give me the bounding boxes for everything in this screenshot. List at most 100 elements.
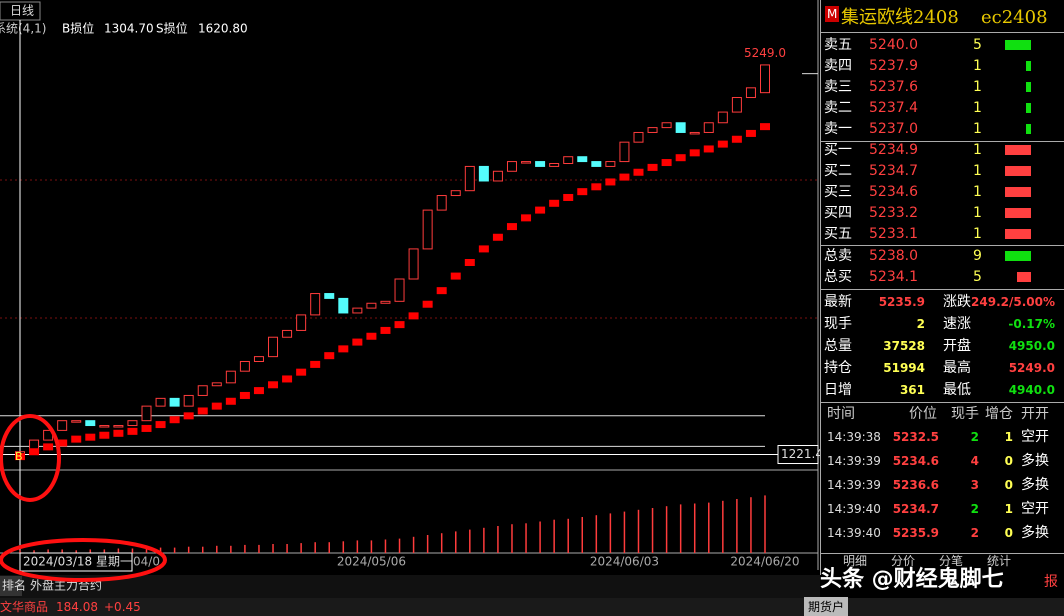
book-label: 卖一 (824, 121, 852, 137)
sar-dot (338, 345, 349, 353)
sar-dot (492, 233, 503, 241)
sar-dot (296, 368, 307, 376)
sar-dot (71, 435, 82, 443)
separator (821, 141, 1064, 142)
trade-time: 14:39:40 (827, 526, 881, 540)
trade-qty: 2 (970, 430, 979, 444)
x-date: 2024/05/06 (337, 555, 406, 569)
trade-price: 5235.9 (892, 526, 939, 540)
stat-label: 最低 (943, 382, 971, 398)
trade-time: 14:39:38 (827, 430, 881, 444)
stat-value: 249.2/5.00% (971, 295, 1055, 309)
sar-dot (563, 193, 574, 201)
sar-dot (155, 421, 166, 429)
book-qty: 1 (973, 58, 982, 74)
sar-dot (197, 407, 208, 415)
candle-body (43, 429, 54, 441)
candle-body (324, 293, 335, 299)
candle-body (478, 165, 489, 182)
candle-body (745, 87, 756, 99)
sar-dot (605, 178, 616, 186)
book-bar (1016, 272, 1031, 282)
stat-label: 最新 (824, 294, 852, 310)
book-label: 总卖 (824, 248, 852, 264)
candle-body (71, 420, 82, 423)
book-qty: 1 (973, 79, 982, 95)
tab-label[interactable]: 排名 (2, 578, 26, 593)
sar-dot (57, 439, 68, 447)
candle-body (591, 161, 602, 167)
sar-dot (380, 326, 391, 334)
candle-body (492, 170, 503, 182)
sar-dot (633, 168, 644, 176)
code: ec2408 (981, 7, 1048, 28)
sar-dot (141, 424, 152, 432)
book-qty: 1 (973, 121, 982, 137)
book-price: 5237.6 (869, 79, 918, 95)
book-qty: 1 (973, 163, 982, 179)
cursor-price: 1221.4 (781, 447, 820, 461)
book-price: 5234.1 (869, 269, 918, 285)
trade-time: 14:39:39 (827, 454, 881, 468)
sar-dot (760, 123, 770, 131)
book-bar (1025, 103, 1031, 113)
s-value: 1620.80 (198, 22, 248, 36)
trade-type: 多换 (1021, 525, 1049, 541)
sar-dot (268, 381, 279, 389)
sar-dot (211, 402, 222, 410)
trade-type: 空开 (1021, 429, 1049, 445)
candle-body (268, 336, 279, 358)
book-qty: 1 (973, 226, 982, 242)
candle-body (380, 300, 391, 304)
trade-price: 5234.6 (892, 454, 939, 468)
candle-body (296, 314, 307, 331)
candle-body (619, 141, 630, 163)
sar-dot (464, 259, 475, 266)
book-bar (1005, 251, 1031, 261)
panel-tab[interactable]: 分价 (891, 554, 916, 568)
sar-dot (253, 387, 264, 395)
panel-tab[interactable]: 分笔 (939, 554, 964, 568)
panel-tab[interactable]: 统计 (987, 554, 1012, 568)
book-label: 卖三 (824, 79, 852, 95)
stat-label: 日增 (824, 382, 852, 398)
flag: M (825, 6, 840, 22)
book-price: 5237.0 (869, 121, 918, 137)
candle-body (689, 131, 700, 135)
status-name: 文华商品 (0, 600, 49, 614)
period[interactable]: 日线 (10, 4, 34, 18)
separator (821, 402, 1064, 403)
candle-body (563, 156, 574, 165)
candle-body (760, 64, 770, 94)
book-price: 5237.4 (869, 100, 918, 116)
sar-dot (675, 154, 686, 162)
stat-value: -0.17% (1008, 317, 1055, 331)
sar-dot (745, 129, 756, 137)
book-bar (1005, 145, 1031, 155)
sar-dot (183, 412, 194, 420)
candle-body (464, 165, 475, 192)
book-price: 5240.0 (869, 37, 918, 53)
trade-type: 空开 (1021, 501, 1049, 517)
stat-value: 4940.0 (1008, 383, 1055, 397)
contract[interactable]: 外盘主力合约 (30, 578, 102, 593)
sar-dot (282, 375, 293, 383)
book-qty: 9 (973, 248, 982, 264)
candle-body (99, 425, 110, 428)
separator (821, 245, 1064, 246)
sar-dot (29, 448, 40, 456)
candle-body (436, 195, 447, 211)
trade-oi: 0 (1004, 454, 1013, 468)
indicator: 系统(4,1) (0, 22, 46, 36)
stat-value: 37528 (883, 339, 925, 353)
panel-tab[interactable]: 明细 (843, 554, 868, 568)
status-bar: 文华商品 184.08 +0.45 期货户 (0, 597, 1064, 616)
account[interactable]: 期货户 (804, 597, 849, 616)
quote-panel: M 集运欧线2408 ec2408 卖五 5240.0 5 卖四 5237.9 1 卖三 5237.… (820, 0, 1064, 575)
candle-body (394, 278, 405, 302)
trade-oi: 1 (1004, 502, 1013, 516)
trade-header: 增仓 (985, 406, 1013, 422)
book-label: 卖五 (824, 37, 852, 53)
sar-dot (310, 360, 321, 368)
candle-body (127, 420, 138, 427)
